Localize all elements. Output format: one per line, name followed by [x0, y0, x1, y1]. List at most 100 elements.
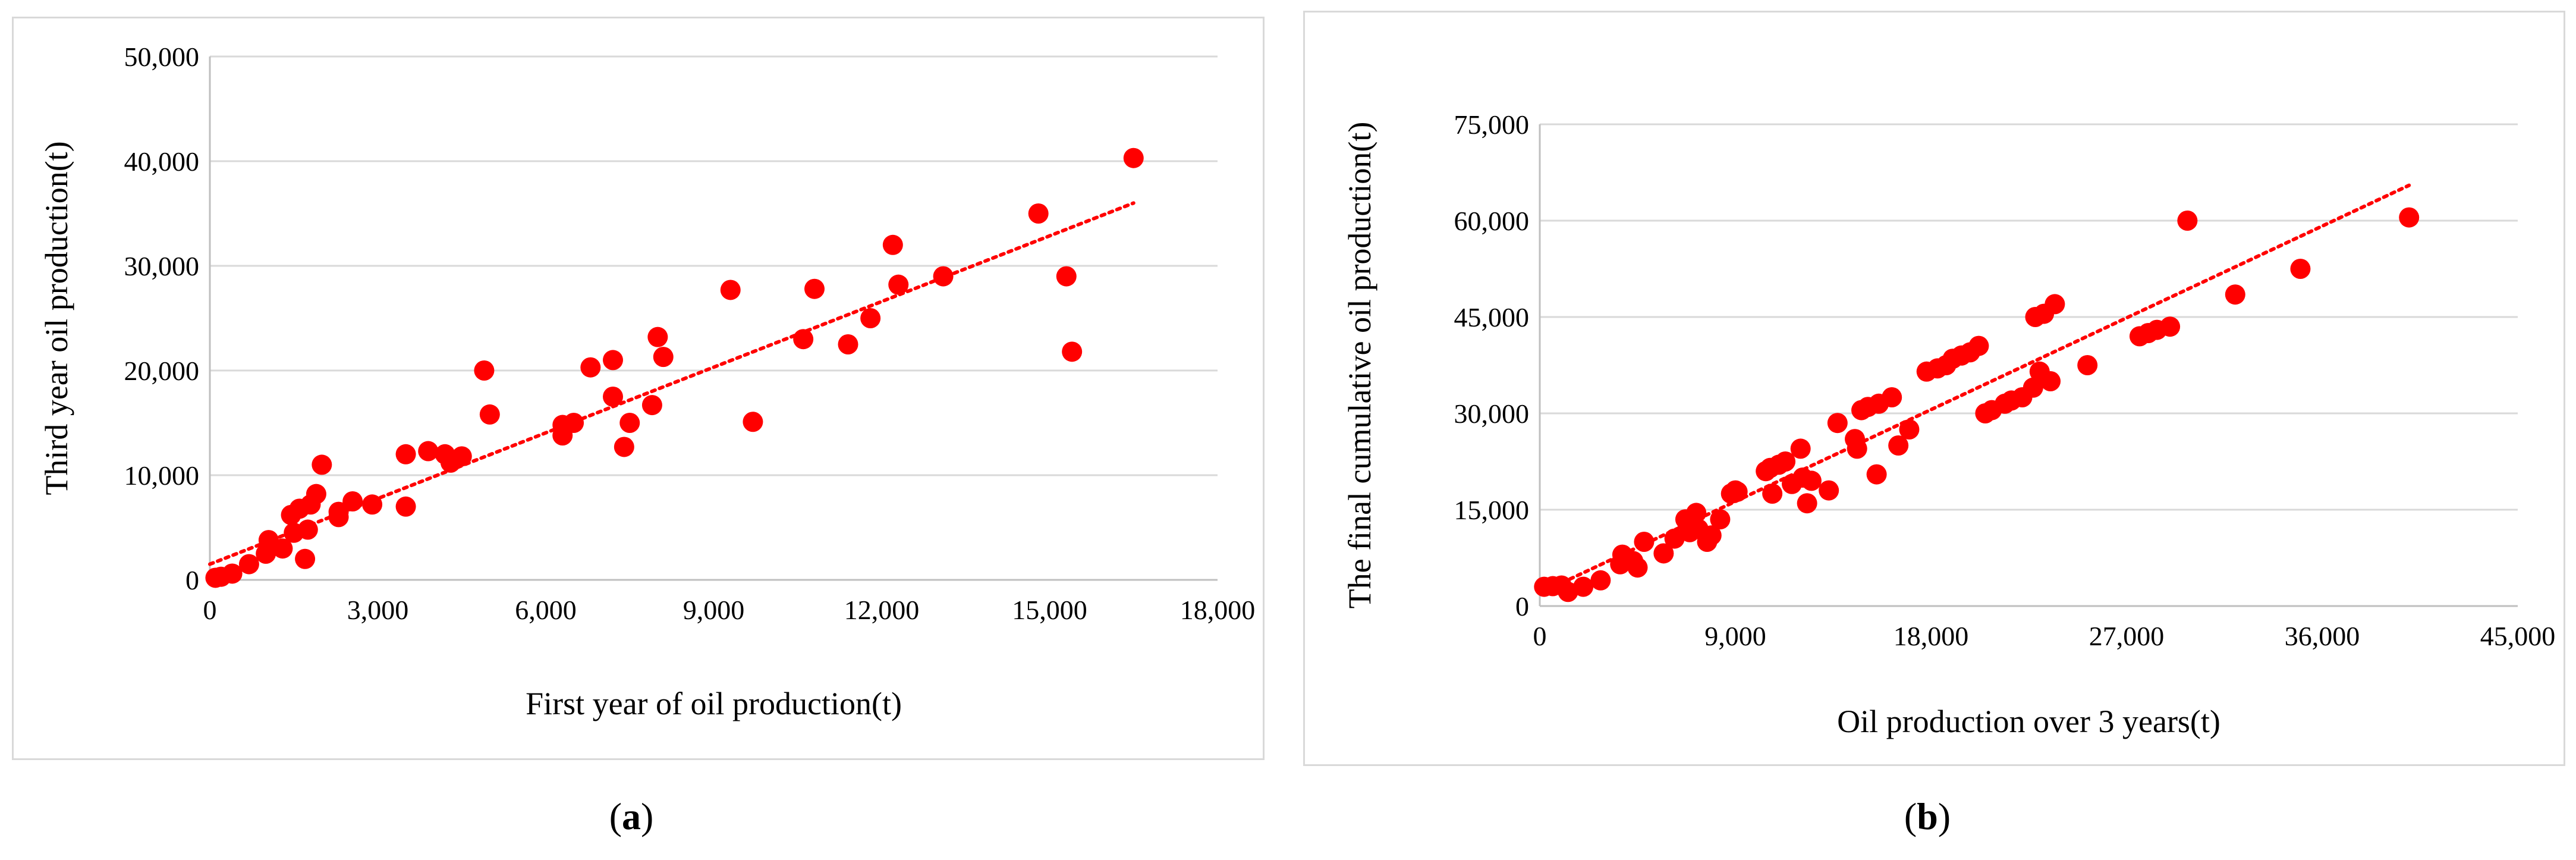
data-point-b-68 [2160, 316, 2181, 337]
data-point-a-3 [238, 554, 259, 575]
x-tick-label-a-0: 0 [203, 595, 217, 625]
caption-a-letter: a [622, 795, 641, 837]
data-point-a-29 [564, 413, 584, 433]
y-axis-title-b: The final cumulative oil production(t) [1342, 122, 1377, 609]
y-tick-label-a-1: 10,000 [124, 460, 200, 491]
x-axis-title-b: Oil production over 3 years(t) [1837, 704, 2220, 739]
data-point-a-20 [395, 444, 416, 464]
data-point-b-44 [1888, 435, 1909, 456]
y-tick-label-b-5: 75,000 [1454, 109, 1530, 140]
data-point-b-12 [1653, 543, 1674, 564]
data-point-a-48 [1056, 266, 1077, 287]
data-point-a-2 [222, 563, 243, 584]
x-tick-label-b-5: 45,000 [2480, 621, 2556, 651]
y-tick-label-a-3: 30,000 [124, 251, 200, 281]
data-point-b-52 [1968, 335, 1989, 356]
data-point-a-14 [312, 454, 332, 475]
data-point-a-41 [804, 278, 825, 299]
scatter-chart-a: 0 10,000 20,000 30,000 40,000 50,000 0 3,000 6,0… [39, 42, 1256, 721]
chart-panel-b: 0 15,000 30,000 45,000 60,000 75,000 0 9,000 18,… [1303, 11, 2565, 766]
data-point-b-20 [1701, 525, 1722, 546]
data-point-a-19 [395, 496, 416, 517]
data-point-a-43 [860, 308, 881, 328]
data-point-b-17 [1686, 503, 1707, 523]
x-tick-label-b-3: 27,000 [2089, 621, 2165, 651]
data-point-a-50 [1123, 147, 1144, 168]
data-point-b-38 [1847, 438, 1867, 459]
data-point-b-35 [1819, 480, 1839, 501]
x-axis-title-a: First year of oil production(t) [526, 686, 902, 721]
data-point-b-11 [1634, 532, 1655, 552]
y-tick-label-a-5: 50,000 [124, 42, 200, 72]
data-point-a-25 [474, 360, 495, 381]
data-point-b-70 [2225, 284, 2245, 305]
data-point-b-36 [1827, 413, 1848, 434]
data-point-a-47 [1028, 203, 1049, 224]
data-point-b-34 [1801, 470, 1822, 491]
data-point-a-10 [295, 548, 316, 569]
y-tick-label-a-4: 40,000 [124, 146, 200, 177]
data-point-b-33 [1797, 493, 1817, 514]
data-point-a-49 [1062, 341, 1083, 362]
data-point-b-64 [2077, 355, 2098, 375]
data-point-a-37 [653, 347, 674, 368]
data-point-a-44 [882, 234, 903, 255]
y-tick-label-a-2: 20,000 [124, 356, 200, 386]
data-point-b-41 [1866, 464, 1887, 485]
data-point-b-4 [1573, 576, 1594, 597]
x-tick-label-a-1: 3,000 [347, 595, 409, 625]
data-point-b-71 [2290, 259, 2311, 279]
chart-panel-a: 0 10,000 20,000 30,000 40,000 50,000 0 3,000 6,0… [12, 17, 1265, 760]
data-point-a-13 [306, 484, 326, 504]
scatter-chart-b: 0 15,000 30,000 45,000 60,000 75,000 0 9,000 18,… [1342, 109, 2556, 739]
data-point-b-62 [2040, 371, 2061, 391]
y-axis-title-a: Third year oil production(t) [39, 141, 74, 495]
y-tick-label-b-3: 45,000 [1454, 302, 1530, 332]
data-point-a-16 [328, 507, 349, 528]
data-point-b-69 [2177, 211, 2198, 231]
data-point-b-29 [1775, 451, 1796, 472]
data-point-a-45 [888, 274, 909, 295]
y-tick-label-b-1: 15,000 [1454, 495, 1530, 525]
x-tick-label-a-5: 15,000 [1012, 595, 1087, 625]
data-point-b-5 [1590, 570, 1611, 591]
data-point-a-6 [272, 538, 293, 559]
data-point-b-13 [1664, 528, 1685, 549]
data-point-b-63 [2045, 294, 2065, 315]
data-point-b-21 [1710, 509, 1731, 530]
x-tick-label-a-3: 9,000 [683, 595, 745, 625]
data-point-a-32 [603, 350, 623, 371]
y-tick-label-b-4: 60,000 [1454, 206, 1530, 236]
data-point-a-40 [793, 329, 814, 350]
x-tick-label-a-2: 6,000 [515, 595, 577, 625]
data-point-a-26 [479, 404, 500, 425]
x-tick-label-a-6: 18,000 [1180, 595, 1256, 625]
data-point-a-24 [451, 446, 472, 467]
data-point-a-21 [418, 441, 439, 462]
data-point-b-10 [1627, 557, 1648, 578]
data-point-a-35 [641, 395, 662, 416]
x-tick-label-b-4: 36,000 [2285, 621, 2360, 651]
data-point-a-31 [603, 387, 623, 407]
x-tick-label-b-1: 9,000 [1704, 621, 1766, 651]
data-point-a-33 [614, 437, 634, 457]
data-point-b-45 [1899, 419, 1920, 440]
data-point-b-27 [1762, 484, 1783, 504]
data-point-a-39 [743, 412, 763, 432]
data-point-b-72 [2399, 207, 2420, 228]
caption-b-letter: b [1917, 795, 1938, 837]
x-tick-label-a-4: 12,000 [844, 595, 920, 625]
x-tick-label-b-0: 0 [1533, 621, 1547, 651]
data-point-a-30 [580, 357, 601, 378]
data-point-b-3 [1558, 582, 1578, 602]
x-tick-label-b-2: 18,000 [1894, 621, 1969, 651]
y-tick-label-a-0: 0 [185, 565, 199, 595]
y-tick-label-b-2: 30,000 [1454, 398, 1530, 429]
data-point-b-31 [1790, 438, 1811, 459]
data-point-b-58 [2023, 377, 2043, 398]
caption-b: (b) [1904, 795, 1951, 837]
data-point-a-18 [362, 494, 383, 515]
y-tick-label-b-0: 0 [1515, 591, 1529, 622]
caption-a: (a) [609, 795, 654, 837]
data-point-a-34 [619, 413, 640, 433]
